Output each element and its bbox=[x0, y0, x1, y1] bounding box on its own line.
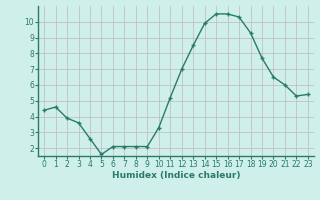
X-axis label: Humidex (Indice chaleur): Humidex (Indice chaleur) bbox=[112, 171, 240, 180]
